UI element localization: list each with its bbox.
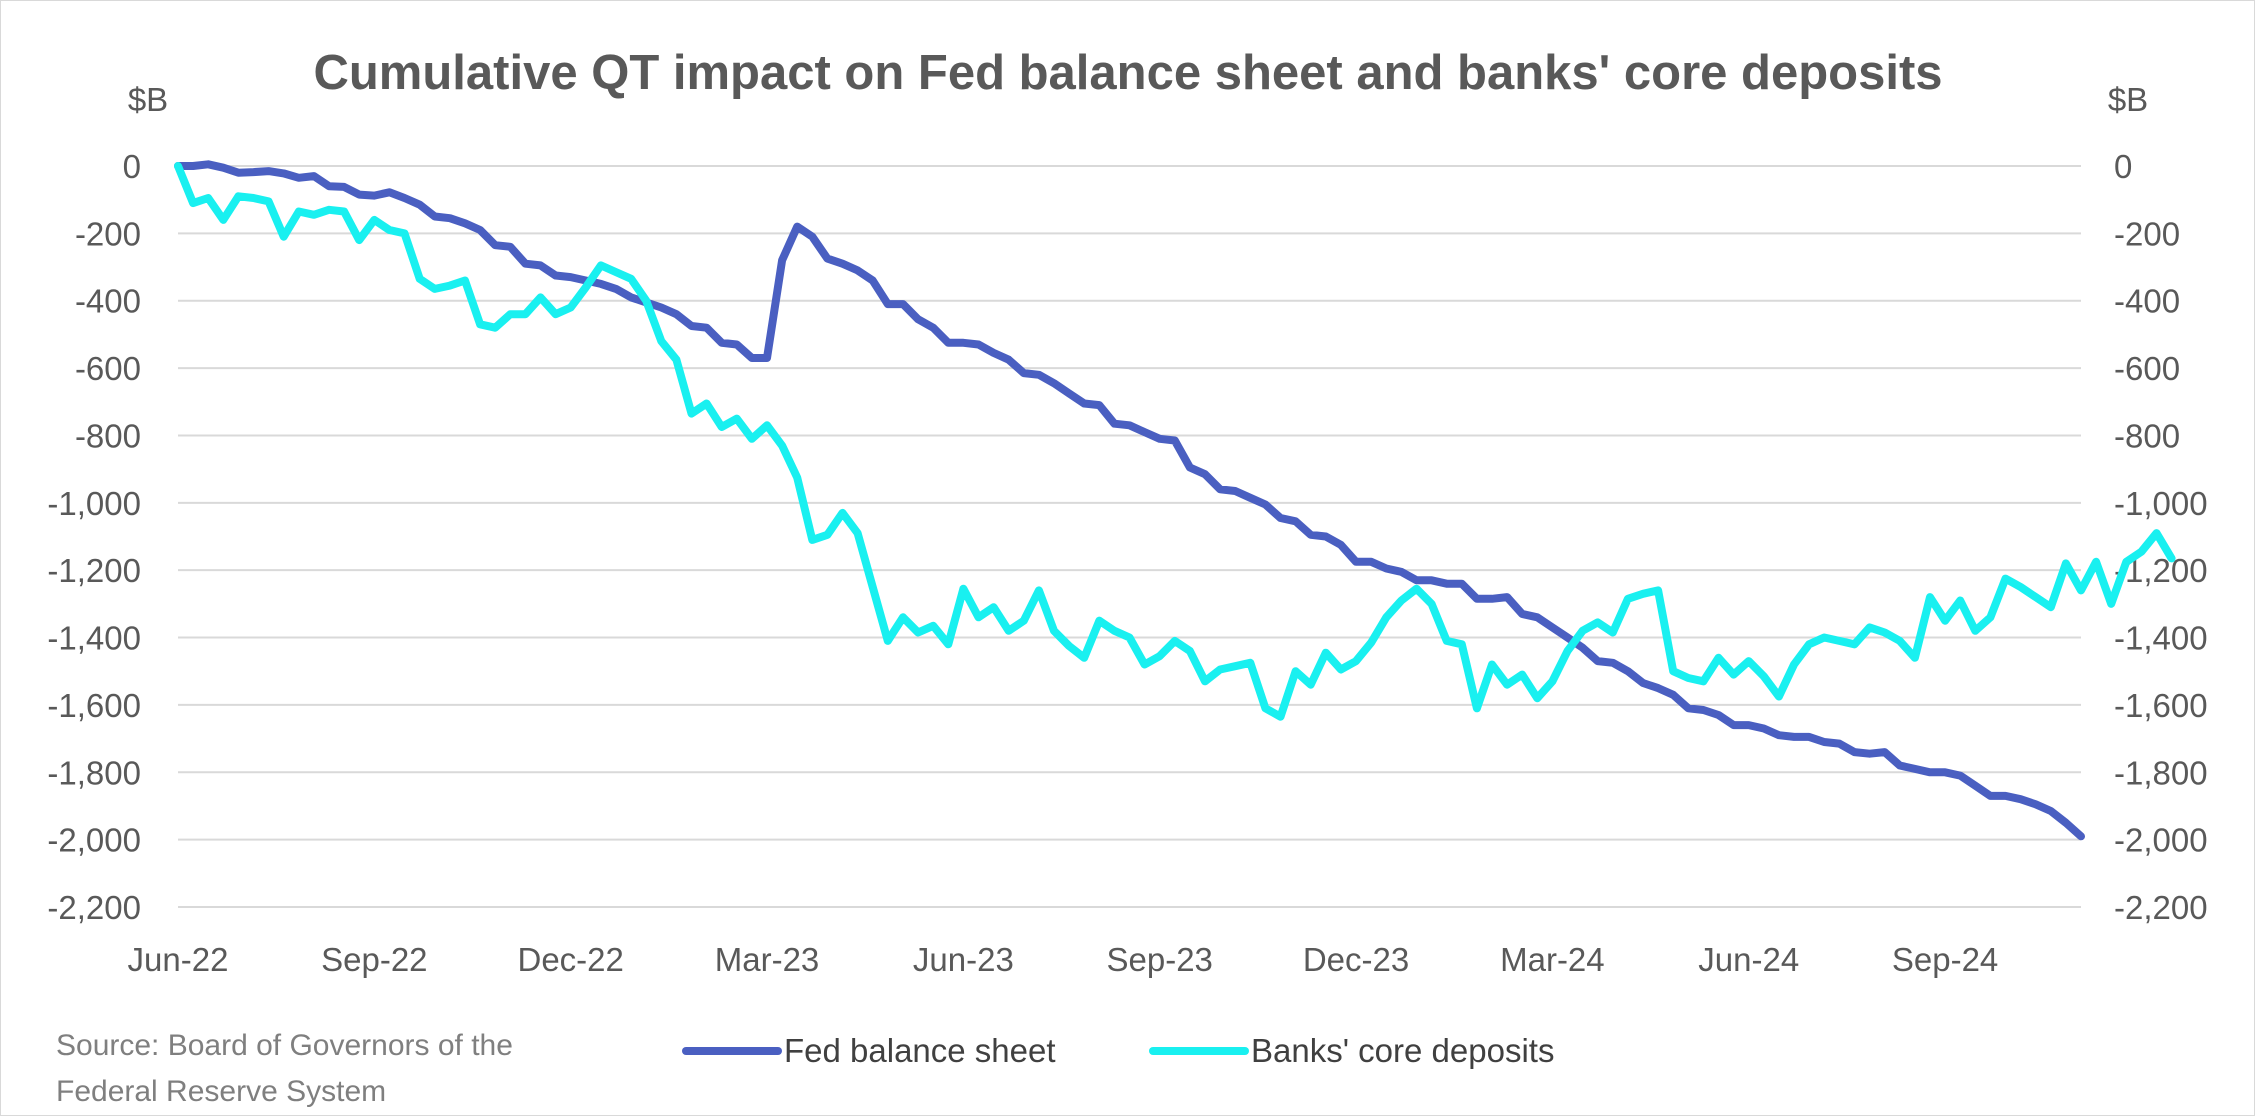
left-y-tick-label: -1,200 bbox=[47, 552, 141, 589]
right-y-tick-label: -2,000 bbox=[2114, 822, 2208, 859]
right-y-tick-label: -1,800 bbox=[2114, 754, 2208, 791]
source-line-2: Federal Reserve System bbox=[56, 1075, 386, 1108]
right-y-tick-label: -200 bbox=[2114, 215, 2180, 252]
gridlines bbox=[178, 165, 2081, 908]
right-y-tick-label: -1,400 bbox=[2114, 620, 2208, 657]
x-tick-label: Sep-22 bbox=[321, 941, 427, 978]
right-y-tick-label: -1,600 bbox=[2114, 687, 2208, 724]
x-tick-label: Dec-22 bbox=[517, 941, 623, 978]
right-y-tick-label: -400 bbox=[2114, 283, 2180, 320]
source-line-1: Source: Board of Governors of the bbox=[56, 1029, 513, 1062]
left-y-tick-label: -1,600 bbox=[47, 687, 141, 724]
x-tick-label: Dec-23 bbox=[1303, 941, 1409, 978]
right-y-tick-label: -800 bbox=[2114, 417, 2180, 454]
left-y-tick-label: 0 bbox=[123, 148, 141, 185]
x-tick-label: Jun-24 bbox=[1698, 941, 1799, 978]
left-y-axis: 0 -200 -400 -600 -800 -1,000 -1,200 -1,400 -1,60… bbox=[47, 148, 141, 926]
left-y-tick-label: -1,800 bbox=[47, 754, 141, 791]
left-y-tick-label: -2,200 bbox=[47, 889, 141, 926]
right-y-tick-label: 0 bbox=[2114, 148, 2132, 185]
right-y-tick-label: -1,000 bbox=[2114, 485, 2208, 522]
chart-title: Cumulative QT impact on Fed balance shee… bbox=[313, 46, 1942, 100]
left-y-tick-label: -600 bbox=[75, 350, 141, 387]
x-tick-label: Mar-24 bbox=[1500, 941, 1605, 978]
left-y-tick-label: -200 bbox=[75, 215, 141, 252]
left-y-tick-label: -800 bbox=[75, 417, 141, 454]
left-y-tick-label: -1,400 bbox=[47, 620, 141, 657]
left-y-tick-label: -1,000 bbox=[47, 485, 141, 522]
left-axis-unit: $B bbox=[128, 81, 168, 118]
x-tick-label: Jun-22 bbox=[128, 941, 229, 978]
right-y-tick-label: -600 bbox=[2114, 350, 2180, 387]
legend: Fed balance sheet Banks' core deposits bbox=[682, 1032, 1554, 1069]
x-axis: Jun-22 Sep-22 Dec-22 Mar-23 Jun-23 Sep-23 Dec-… bbox=[128, 941, 1999, 978]
right-y-tick-label: -2,200 bbox=[2114, 889, 2208, 926]
x-tick-label: Sep-23 bbox=[1106, 941, 1212, 978]
left-y-tick-label: -400 bbox=[75, 283, 141, 320]
x-tick-label: Mar-23 bbox=[715, 941, 820, 978]
legend-label-fed-balance-sheet: Fed balance sheet bbox=[784, 1032, 1056, 1069]
series-lines bbox=[174, 160, 2176, 841]
x-tick-label: Sep-24 bbox=[1892, 941, 1998, 978]
right-axis-unit: $B bbox=[2108, 81, 2148, 118]
x-tick-label: Jun-23 bbox=[913, 941, 1014, 978]
series-line-fed-balance-sheet bbox=[174, 160, 2085, 841]
legend-label-banks-core-deposits: Banks' core deposits bbox=[1251, 1032, 1554, 1069]
left-y-tick-label: -2,000 bbox=[47, 822, 141, 859]
series-line-banks-core-deposits bbox=[174, 162, 2176, 721]
